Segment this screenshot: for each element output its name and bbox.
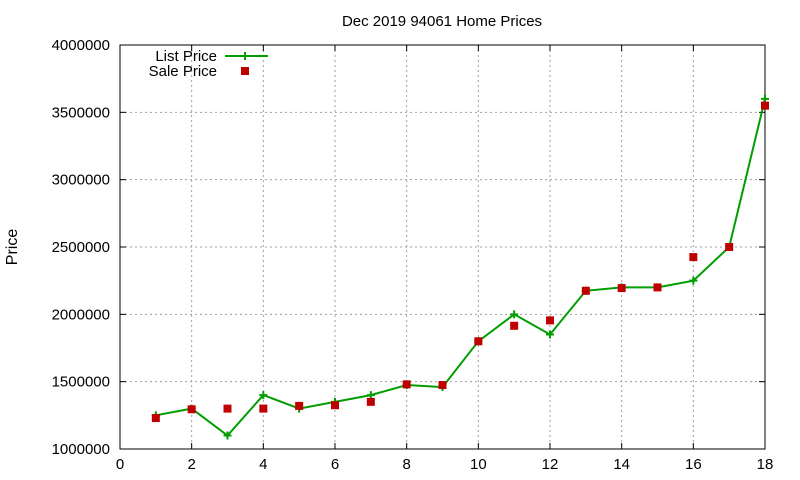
- point-sale-price: [402, 380, 411, 389]
- legend: List Price Sale Price: [149, 48, 268, 80]
- x-tick-label: 6: [331, 456, 339, 473]
- point-sale-price: [223, 404, 232, 413]
- y-axis-label: Price: [4, 229, 21, 266]
- x-tick-label: 14: [613, 456, 630, 473]
- point-sale-price: [617, 284, 626, 293]
- y-tick-label: 1000000: [52, 441, 110, 458]
- y-tick-label: 2500000: [52, 239, 110, 256]
- y-tick-label: 3500000: [52, 104, 110, 121]
- point-sale-price: [187, 405, 196, 414]
- legend-swatch-list-price-marker: [241, 52, 249, 60]
- point-sale-price: [725, 243, 734, 251]
- point-sale-price: [438, 381, 447, 390]
- x-tick-label: 18: [757, 456, 774, 473]
- y-tick-label: 2000000: [52, 306, 110, 323]
- point-list-price: [259, 391, 268, 400]
- x-tick-label: 2: [187, 456, 195, 473]
- y-tick-label: 1500000: [52, 374, 110, 391]
- chart-title: Dec 2019 94061 Home Prices: [342, 13, 542, 30]
- x-tick-label: 10: [470, 456, 487, 473]
- point-sale-price: [510, 321, 519, 330]
- legend-label-sale-price: Sale Price: [149, 63, 217, 80]
- point-list-price: [366, 391, 375, 400]
- point-sale-price: [761, 101, 769, 110]
- y-axis: 1000000 1500000 2000000 2500000 3000000 35000…: [52, 37, 765, 458]
- point-sale-price: [259, 404, 268, 413]
- point-sale-price: [474, 337, 483, 346]
- series-layer: [151, 94, 769, 440]
- x-tick-label: 16: [685, 456, 702, 473]
- point-sale-price: [546, 316, 554, 325]
- legend-swatch-sale-price-marker: [241, 67, 249, 75]
- point-list-price: [689, 276, 698, 285]
- point-list-price: [546, 330, 554, 339]
- point-sale-price: [151, 414, 160, 423]
- point-sale-price: [295, 401, 304, 410]
- point-sale-price: [581, 286, 590, 295]
- x-tick-label: 4: [259, 456, 267, 473]
- legend-label-list-price: List Price: [155, 48, 217, 65]
- point-sale-price: [689, 253, 698, 262]
- point-list-price: [223, 431, 232, 440]
- series-line-list-price: [155, 98, 766, 437]
- x-tick-label: 0: [116, 456, 124, 473]
- point-list-price: [510, 310, 519, 319]
- point-list-price: [761, 94, 769, 103]
- x-tick-label: 8: [402, 456, 410, 473]
- point-sale-price: [366, 397, 375, 406]
- y-tick-label: 4000000: [52, 37, 110, 54]
- point-sale-price: [653, 283, 662, 292]
- x-axis: 0 2 4 6 8 10 12 14 16 18: [116, 45, 774, 473]
- x-tick-label: 12: [542, 456, 559, 473]
- y-tick-label: 3000000: [52, 172, 110, 189]
- point-sale-price: [331, 401, 339, 410]
